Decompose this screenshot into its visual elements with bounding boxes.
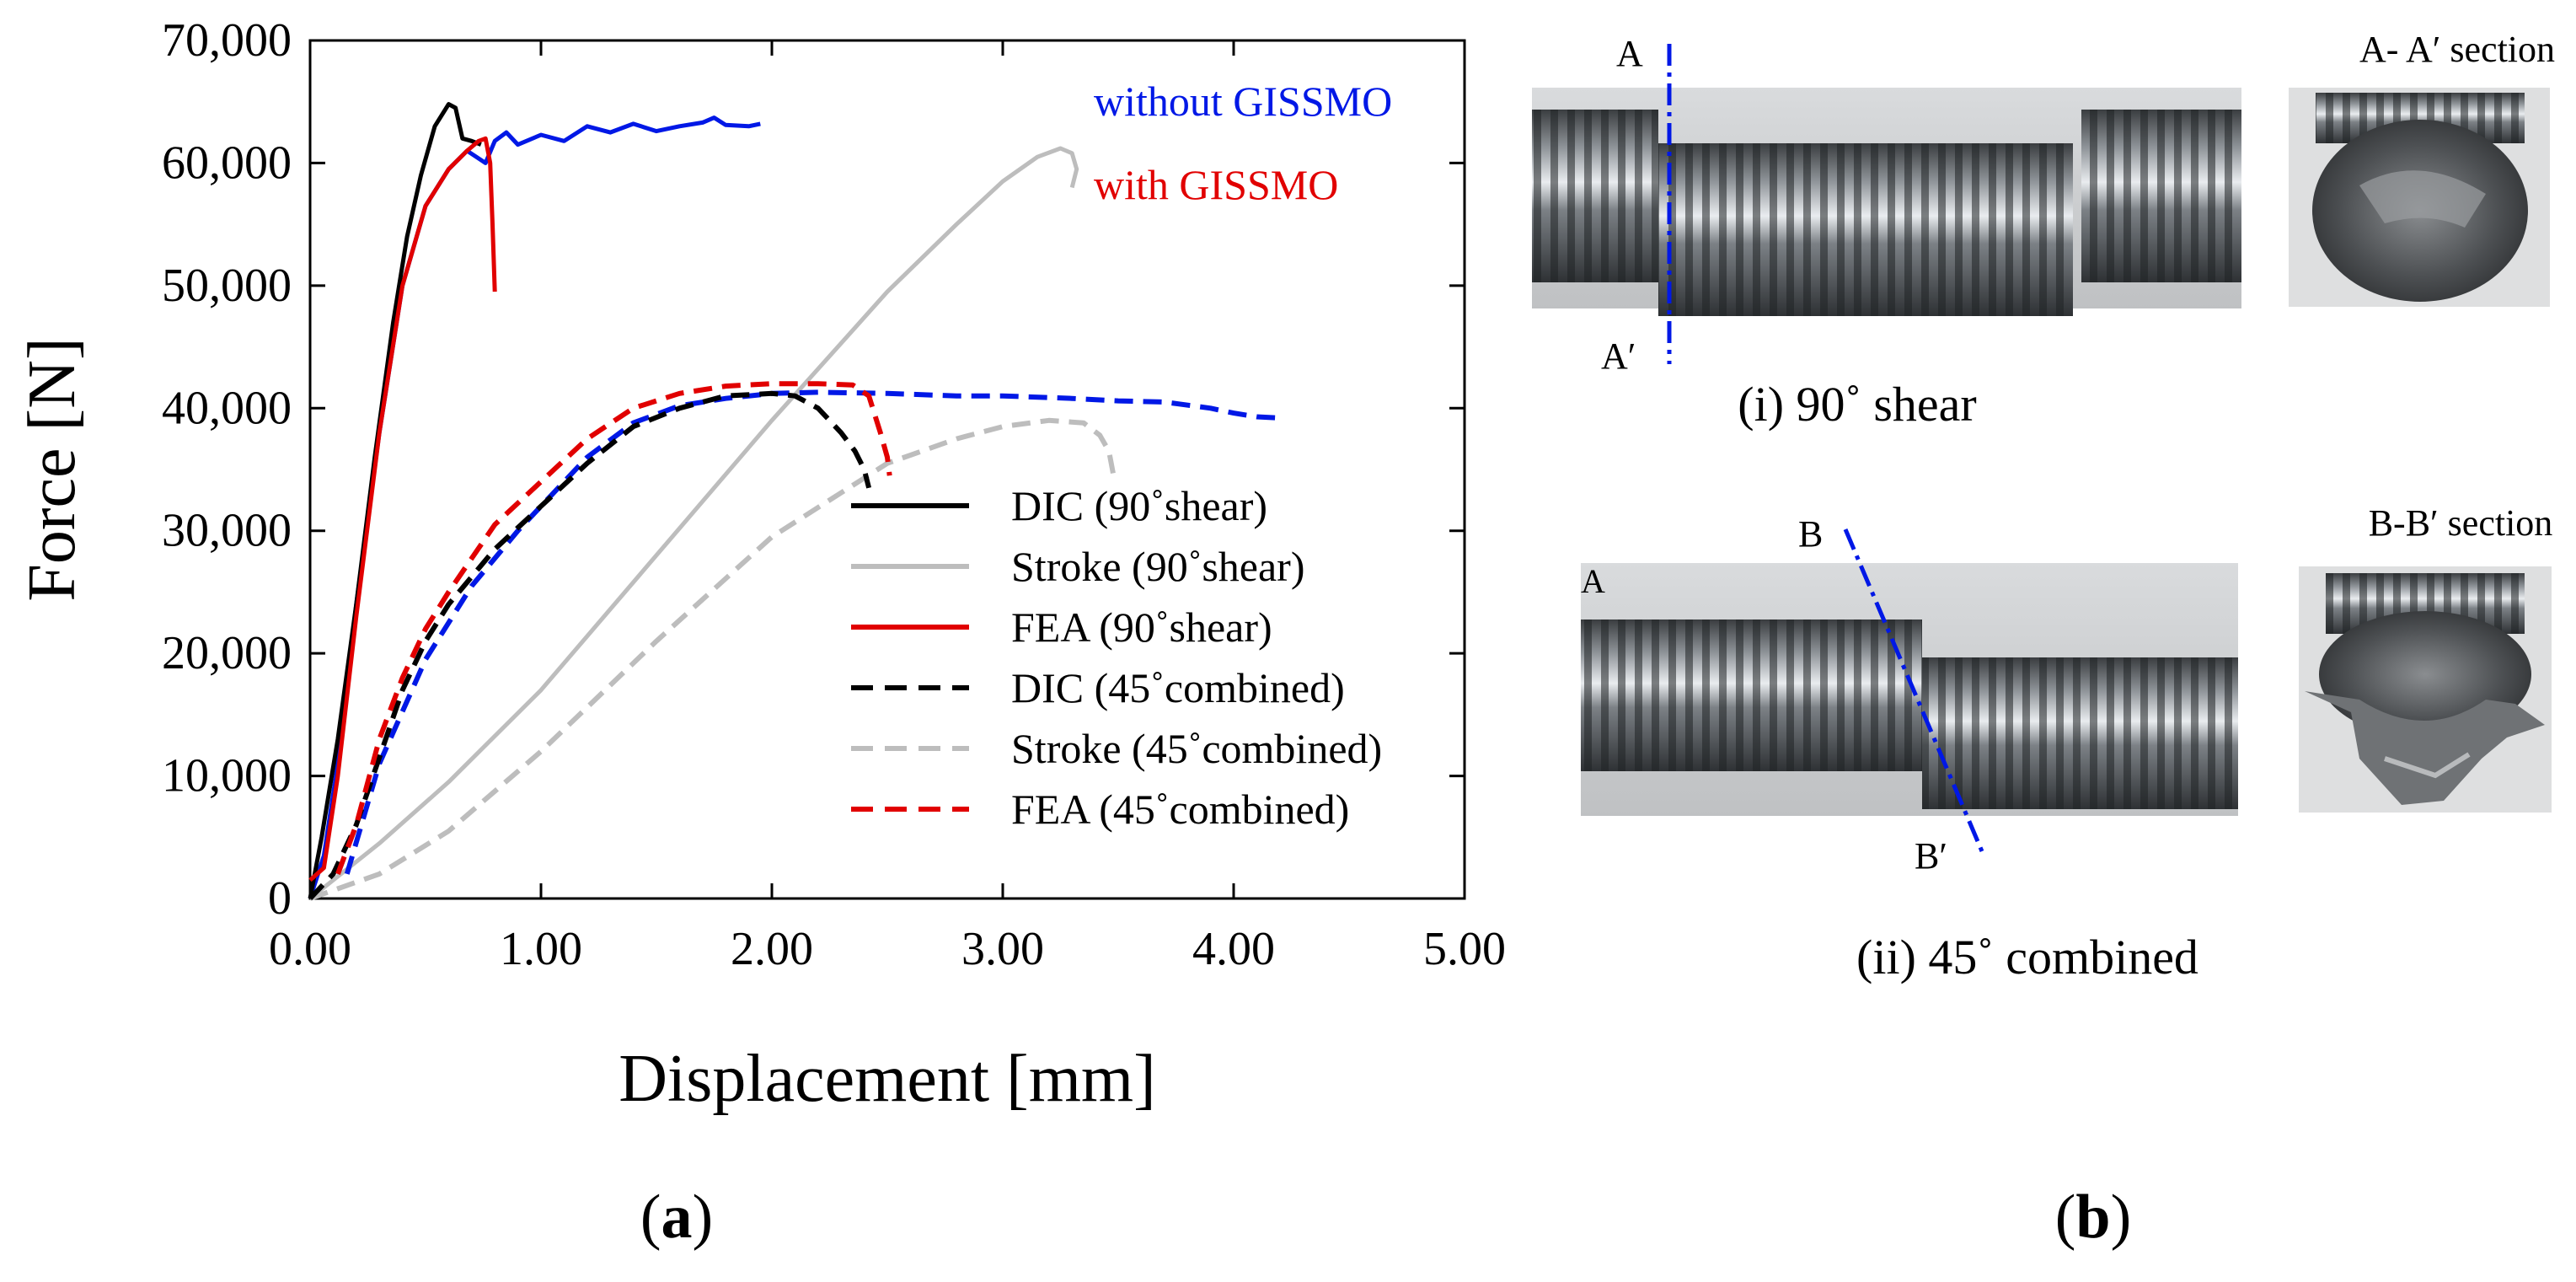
marker-b-top: B	[1798, 513, 1823, 555]
y-axis-ticks: 0 10,000 20,000 30,000 40,000 50,000 60,000 70,…	[162, 14, 1465, 925]
x-tick-label: 2.00	[731, 923, 813, 975]
x-tick-label: 3.00	[961, 923, 1044, 975]
legend-label-stroke-45-combined: Stroke (45˚combined)	[1011, 725, 1382, 772]
series-line-fea-45-combined	[335, 381, 892, 875]
series-line-stroke-45-combined	[308, 417, 1117, 901]
y-tick-label: 50,000	[162, 260, 292, 312]
x-tick-label: 0.00	[269, 923, 351, 975]
y-tick-label: 20,000	[162, 627, 292, 679]
x-axis-ticks: 0.00 1.00 2.00 3.00 4.00 5.00	[269, 40, 1506, 975]
marker-a-prime: A′	[1601, 335, 1636, 377]
legend-label-dic-45-combined: DIC (45˚combined)	[1011, 664, 1345, 711]
marker-b-prime: B′	[1915, 835, 1947, 877]
section-b-photo	[2299, 566, 2552, 813]
section-b-label: B-B′ section	[2369, 502, 2553, 544]
caption-90-shear: (i) 90˚ shear	[1738, 377, 1976, 432]
legend-label-fea-90-shear: FEA (90˚shear)	[1011, 603, 1272, 651]
legend-label-fea-45-combined: FEA (45˚combined)	[1011, 786, 1349, 833]
series-line-without-gissmo-dashed	[344, 389, 1280, 875]
x-tick-label: 5.00	[1423, 923, 1506, 975]
photo-90-shear-bolt	[1532, 88, 2241, 316]
y-tick-label: 40,000	[162, 382, 292, 434]
plot-area-frame	[308, 39, 1466, 900]
annotation-without-gissmo: without GISSMO	[1094, 78, 1392, 125]
x-tick-label: 1.00	[500, 923, 582, 975]
series-layer	[308, 102, 1280, 901]
series-line-stroke-90-shear	[308, 146, 1079, 900]
marker-a-top: A	[1616, 33, 1643, 74]
panel-b-label: (b)	[2055, 1183, 2131, 1252]
section-line-b	[1843, 528, 1984, 852]
y-tick-label: 30,000	[162, 505, 292, 557]
force-displacement-chart: 0 10,000 20,000 30,000 40,000 50,000 60,000 70,…	[15, 14, 1506, 1116]
annotation-with-gissmo: with GISSMO	[1094, 161, 1338, 208]
panel-a-label: (a)	[640, 1183, 713, 1252]
series-line-fea-90-shear	[308, 136, 497, 882]
photo-45-combined-bolt	[1581, 563, 2238, 816]
specimen-photos-panel: A A′ (i) 90˚ shear A- A′ section A B B′ …	[1532, 29, 2555, 984]
y-tick-label: 10,000	[162, 750, 292, 802]
section-a-label: A- A′ section	[2359, 29, 2555, 70]
legend-label-dic-90-shear: DIC (90˚shear)	[1011, 482, 1267, 529]
section-a-photo	[2289, 88, 2550, 307]
x-tick-label: 4.00	[1192, 923, 1275, 975]
marker-a-left: A	[1581, 562, 1605, 600]
y-tick-label: 60,000	[162, 137, 292, 189]
x-axis-label: Displacement [mm]	[619, 1042, 1156, 1116]
legend-label-stroke-90-shear: Stroke (90˚shear)	[1011, 543, 1305, 590]
legend: DIC (90˚shear) Stroke (90˚shear) FEA (90˚s…	[851, 482, 1382, 833]
series-line-dic-45-combined	[308, 390, 872, 901]
series-line-dic-90-shear	[308, 102, 482, 899]
series-line-without-gissmo-solid	[308, 115, 761, 899]
y-tick-label: 70,000	[162, 14, 292, 67]
caption-45-combined: (ii) 45˚ combined	[1856, 930, 2198, 984]
y-tick-label: 0	[268, 872, 292, 925]
y-axis-label: Force [N]	[15, 337, 89, 601]
